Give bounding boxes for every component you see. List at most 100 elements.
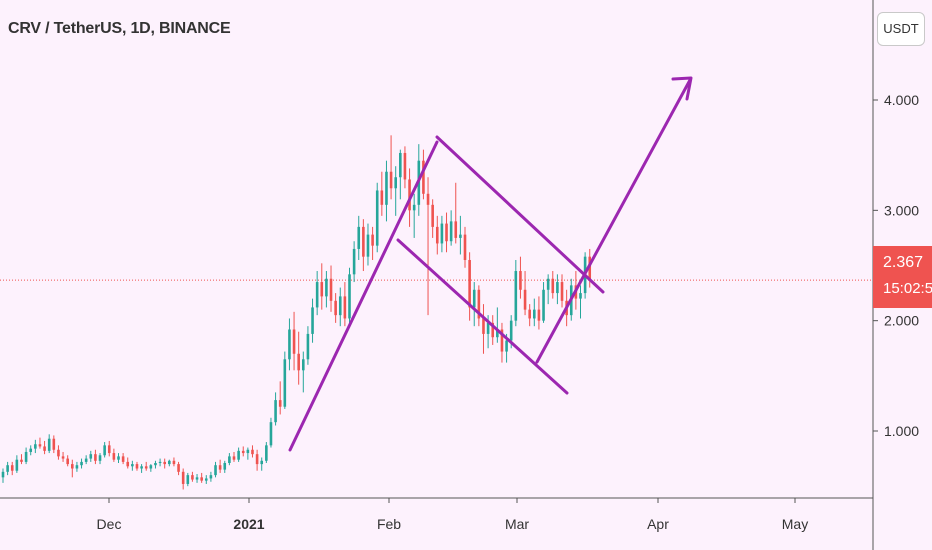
candle-body (292, 329, 296, 354)
drawings-layer[interactable] (288, 76, 693, 452)
candle (514, 259, 518, 327)
candle-body (560, 282, 564, 301)
candle (163, 458, 166, 469)
y-tick-label: 4.000 (884, 92, 919, 108)
candle (579, 285, 582, 319)
candle (158, 458, 162, 467)
candle (533, 298, 536, 327)
candle-body (362, 226, 365, 257)
candle-body (278, 400, 282, 407)
candle (195, 474, 199, 483)
candle (556, 274, 559, 305)
candle (98, 453, 102, 465)
flag-upper-line (435, 135, 605, 294)
candle (71, 459, 74, 478)
candle (177, 461, 180, 476)
candle-body (38, 444, 42, 447)
candle (528, 304, 531, 327)
candle-body (496, 329, 499, 338)
breakout-arrow-line (535, 78, 692, 364)
candle-body (43, 446, 46, 451)
candle (302, 351, 305, 393)
candle-body (546, 278, 550, 290)
candle (75, 461, 79, 472)
arrow-head (671, 76, 693, 101)
candle-body (371, 234, 374, 246)
candle (292, 311, 296, 371)
candle-body (149, 465, 153, 469)
candle-body (218, 465, 222, 470)
last-price-label: 2.367 (883, 254, 924, 271)
candle-body (131, 464, 134, 467)
candle (117, 453, 120, 463)
currency-button[interactable]: USDT (877, 12, 925, 46)
candle-body (20, 459, 23, 462)
x-tick-label: May (782, 516, 808, 532)
candle (297, 331, 300, 385)
candle (283, 351, 287, 409)
candle (260, 457, 264, 471)
candle (135, 461, 139, 471)
candle-body (251, 449, 254, 455)
candle (89, 450, 93, 462)
candle (338, 287, 342, 327)
candle-body (177, 464, 180, 472)
candle-body (468, 259, 471, 308)
candle (468, 252, 471, 321)
candle (311, 298, 314, 343)
candle-body (200, 477, 203, 481)
x-tick-label: Dec (97, 516, 122, 532)
candle-body (1, 471, 5, 478)
candle-body (320, 282, 324, 297)
candle (61, 451, 65, 462)
candle (103, 442, 106, 458)
candle-body (255, 454, 259, 465)
candle-body (209, 475, 213, 479)
candle-body (10, 465, 14, 471)
candle-body (454, 221, 458, 238)
candle (426, 177, 430, 316)
candle-body (89, 454, 93, 459)
candle (241, 446, 245, 457)
candle-body (556, 282, 559, 294)
candle-body (168, 460, 171, 465)
candle-body (533, 309, 536, 319)
candle (191, 471, 194, 482)
candle-body (66, 458, 69, 465)
chart-title: CRV / TetherUS, 1D, BINANCE (8, 20, 231, 37)
candle-body (375, 190, 379, 246)
candle-body (246, 449, 250, 454)
candle (472, 282, 476, 327)
candle (560, 274, 564, 308)
candle-body (191, 475, 194, 480)
candle (10, 461, 14, 476)
candle (144, 461, 148, 471)
candle-body (459, 234, 462, 238)
x-tick-label: 2021 (233, 516, 264, 532)
candle-body (274, 400, 277, 423)
candle (94, 449, 97, 465)
candle-body (84, 458, 88, 462)
candle-body (477, 289, 481, 319)
candle-body (34, 444, 37, 449)
candle-body (315, 282, 319, 308)
candle-body (399, 152, 402, 178)
candle-body (491, 322, 495, 338)
candle (20, 454, 23, 465)
candle-body (214, 465, 217, 476)
candle-body (449, 221, 453, 242)
candle-body (412, 204, 416, 211)
candle-body (482, 318, 485, 334)
candle (265, 442, 268, 463)
candle (325, 271, 328, 308)
candle (15, 455, 19, 473)
x-tick-label: Feb (377, 516, 401, 532)
candle (255, 449, 259, 471)
candle (278, 381, 282, 415)
last-price-tag: 2.367 15:02:50 (873, 246, 932, 308)
candle (546, 274, 550, 305)
candle-body (237, 450, 240, 460)
candle-body (514, 271, 518, 321)
candle (237, 447, 240, 462)
